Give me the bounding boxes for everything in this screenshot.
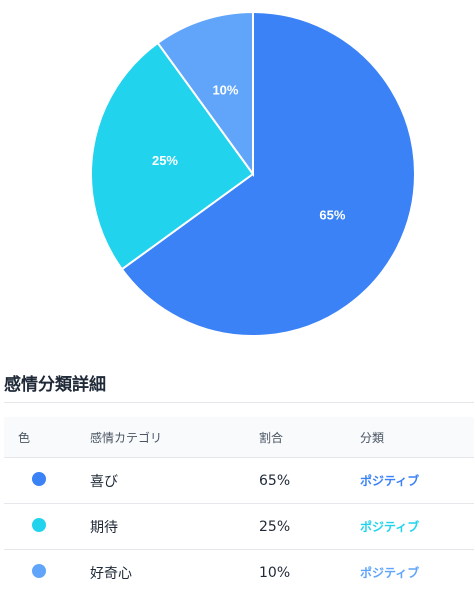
row-ratio: 10% [259, 564, 291, 581]
pie-slice-label: 25% [152, 153, 178, 168]
row-class-badge: ポジティブ [360, 474, 420, 488]
pie-slice-joy [120, 10, 416, 337]
section-title: 感情分類詳細 [4, 375, 106, 395]
section-divider [4, 402, 474, 403]
pie-slice-curiosity [156, 10, 254, 178]
table-row: 好奇心 10% ポジティブ [4, 550, 474, 595]
table-row: 期待 25% ポジティブ [4, 504, 474, 550]
row-category: 喜び [90, 473, 118, 490]
header-color: 色 [18, 430, 31, 445]
header-ratio: 割合 [259, 430, 284, 445]
pie-slice-label: 65% [319, 207, 345, 222]
table-header: 色 感情カテゴリ 割合 分類 [4, 417, 474, 458]
color-dot-icon [32, 471, 46, 486]
table-row: 喜び 65% ポジティブ [4, 458, 474, 504]
row-class-badge: ポジティブ [360, 566, 420, 580]
emotion-pie-chart: 65% 25% 10% [90, 10, 416, 337]
pie-slice-anticipation [90, 41, 255, 271]
pie-svg: 65% 25% 10% [90, 10, 416, 337]
header-class: 分類 [360, 430, 385, 445]
row-class-badge: ポジティブ [360, 520, 420, 534]
color-dot-icon [32, 517, 46, 532]
header-category: 感情カテゴリ [90, 430, 163, 445]
pie-slice-label: 10% [212, 82, 238, 97]
emotion-table: 色 感情カテゴリ 割合 分類 喜び 65% ポジティブ 期待 25% ポジティブ… [4, 417, 474, 595]
row-category: 好奇心 [90, 565, 132, 582]
row-ratio: 65% [259, 472, 291, 489]
color-dot-icon [32, 563, 46, 578]
row-category: 期待 [90, 519, 118, 536]
row-ratio: 25% [259, 518, 291, 535]
